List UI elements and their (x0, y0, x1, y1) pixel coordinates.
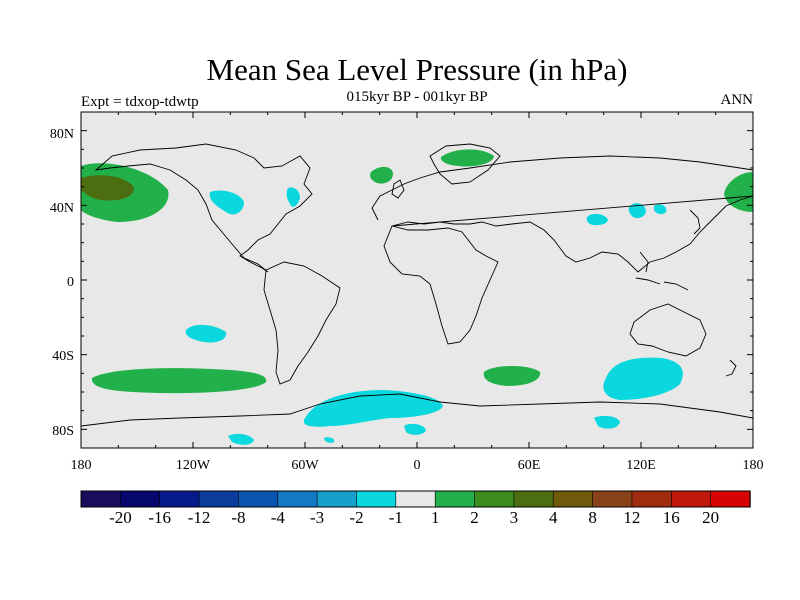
lat-tick-label: 80N (50, 127, 74, 142)
greenland-coast (429, 143, 501, 185)
season-label: ANN (720, 92, 754, 108)
colorbar-label: 3 (510, 508, 519, 527)
north-atlantic-low (209, 190, 244, 215)
colorbar-label: -1 (389, 508, 403, 527)
colorbar-label: -20 (109, 508, 132, 527)
colorbar-swatch (552, 490, 594, 508)
colorbar-label: -12 (188, 508, 211, 527)
colorbar-swatch (238, 490, 279, 508)
north-pacific-high-east (724, 172, 753, 212)
colorbar-swatch (592, 490, 633, 508)
colorbar-swatch (120, 490, 161, 508)
antarctic-low-4 (324, 437, 335, 443)
east-asia-low (654, 204, 667, 215)
colorbar-label: 4 (549, 508, 558, 527)
greenland-high (440, 149, 494, 167)
southern-ocean-indian-low (603, 357, 683, 400)
colorbar-label: -4 (271, 508, 286, 527)
anomaly-contours (81, 143, 753, 445)
north-america-coast (94, 143, 313, 273)
central-asia-low-1 (586, 213, 608, 226)
map-ticks (80, 111, 754, 449)
japan-coast (689, 209, 701, 235)
south-pacific-high (91, 368, 267, 394)
experiment-label: Expt = tdxop-tdwtp (81, 94, 199, 110)
australia-coast (629, 303, 707, 357)
colorbar-swatch (513, 490, 554, 508)
colorbar-label: -8 (231, 508, 245, 527)
lon-tick-label: 180 (743, 458, 764, 473)
lat-tick-label: 40S (52, 349, 74, 364)
map-subtitle: 015kyr BP - 001kyr BP (346, 89, 488, 105)
map-title: Mean Sea Level Pressure (in hPa) (206, 52, 628, 87)
new-zealand-coast (725, 359, 737, 377)
colorbar-label: -3 (310, 508, 324, 527)
south-america-coast (263, 261, 341, 385)
colorbar-label: 2 (470, 508, 479, 527)
colorbar-label: 8 (588, 508, 597, 527)
antarctic-low-1 (404, 423, 426, 435)
lat-tick-label: 80S (52, 424, 74, 439)
colorbar-swatch (710, 490, 751, 508)
antarctic-low-3 (228, 433, 254, 445)
colorbar-label: -16 (148, 508, 171, 527)
antarctic-low-2 (594, 415, 620, 429)
lon-tick-label: 60W (291, 458, 319, 473)
lon-tick-label: 180 (71, 458, 92, 473)
lon-tick-label: 120E (626, 458, 656, 473)
eurasia-coast (371, 155, 753, 273)
colorbar-swatch (277, 490, 318, 508)
colorbar-label: 16 (663, 508, 680, 527)
colorbar-swatch (356, 490, 397, 508)
colorbar-swatch (474, 490, 515, 508)
colorbar-label: 12 (623, 508, 640, 527)
indonesia-coast (635, 251, 689, 291)
uk-coast (391, 179, 405, 199)
south-pacific-low (185, 324, 227, 343)
lat-tick-label: 0 (67, 275, 74, 290)
iceland-high (370, 166, 393, 184)
colorbar-swatch (198, 490, 240, 508)
colorbar-swatch (434, 490, 476, 508)
central-asia-low-2 (628, 203, 646, 219)
great-lakes-low (286, 187, 300, 207)
colorbar-swatch (316, 490, 358, 508)
north-pacific-high-core (81, 175, 134, 201)
antarctica-coast (81, 393, 753, 427)
colorbar-frame (80, 490, 751, 508)
colorbar-swatch (159, 490, 200, 508)
colorbar-label: -2 (349, 508, 363, 527)
lat-tick-label: 40N (50, 201, 74, 216)
africa-coast (383, 225, 499, 345)
south-indian-high (483, 366, 541, 386)
lon-tick-label: 120W (176, 458, 211, 473)
colorbar-label: 20 (702, 508, 719, 527)
colorbar-swatch (670, 490, 712, 508)
lon-tick-label: 60E (518, 458, 541, 473)
southern-ocean-atlantic-low (303, 390, 443, 427)
colorbar-swatch (395, 490, 436, 508)
lon-tick-label: 0 (414, 458, 421, 473)
colorbar-swatch (631, 490, 672, 508)
colorbar-label: 1 (431, 508, 440, 527)
colorbar-swatch (80, 490, 122, 508)
coastlines (81, 143, 753, 427)
colorbar (80, 490, 751, 508)
